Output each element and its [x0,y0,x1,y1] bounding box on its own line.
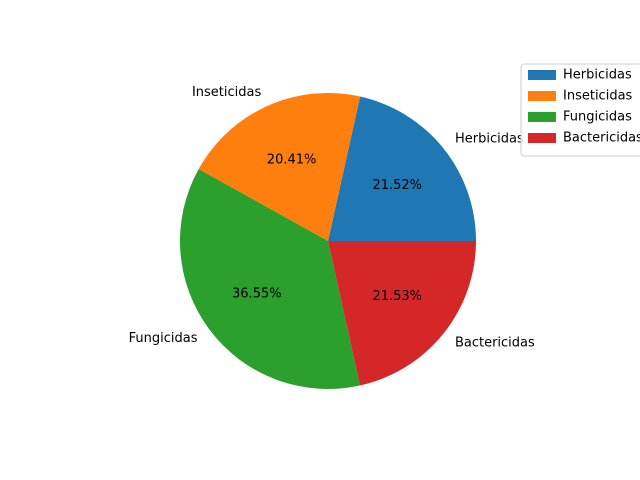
legend-frame [520,63,640,157]
pie-slice-fungicidas [180,169,361,389]
pie-labels: 21.52% Herbicidas 20.41% Inseticidas 36.55% F… [129,85,535,350]
category-label-herbicidas: Herbicidas [455,132,524,147]
pct-label-herbicidas: 21.52% [372,178,422,193]
legend: Herbicidas Inseticidas Fungicidas Bacterici… [520,63,640,157]
pct-label-inseticidas: 20.41% [267,153,317,168]
pie-slice-herbicidas [328,96,477,242]
legend-swatch-herbicidas [528,70,556,80]
pie-slice-bactericidas [328,241,476,386]
category-label-fungicidas: Fungicidas [129,331,198,346]
legend-swatch-fungicidas [528,112,556,122]
category-label-bactericidas: Bactericidas [455,335,535,350]
legend-swatch-inseticidas [528,91,556,101]
legend-label-bactericidas: Bactericidas [563,131,640,146]
pct-label-fungicidas: 36.55% [232,287,282,302]
legend-label-inseticidas: Inseticidas [563,89,633,104]
legend-label-fungicidas: Fungicidas [563,110,632,125]
pie-slices [180,92,477,389]
legend-swatch-bactericidas [528,133,556,143]
category-label-inseticidas: Inseticidas [192,85,262,100]
pie-slice-inseticidas [198,92,361,241]
legend-label-herbicidas: Herbicidas [563,68,632,83]
pct-label-bactericidas: 21.53% [372,289,422,304]
